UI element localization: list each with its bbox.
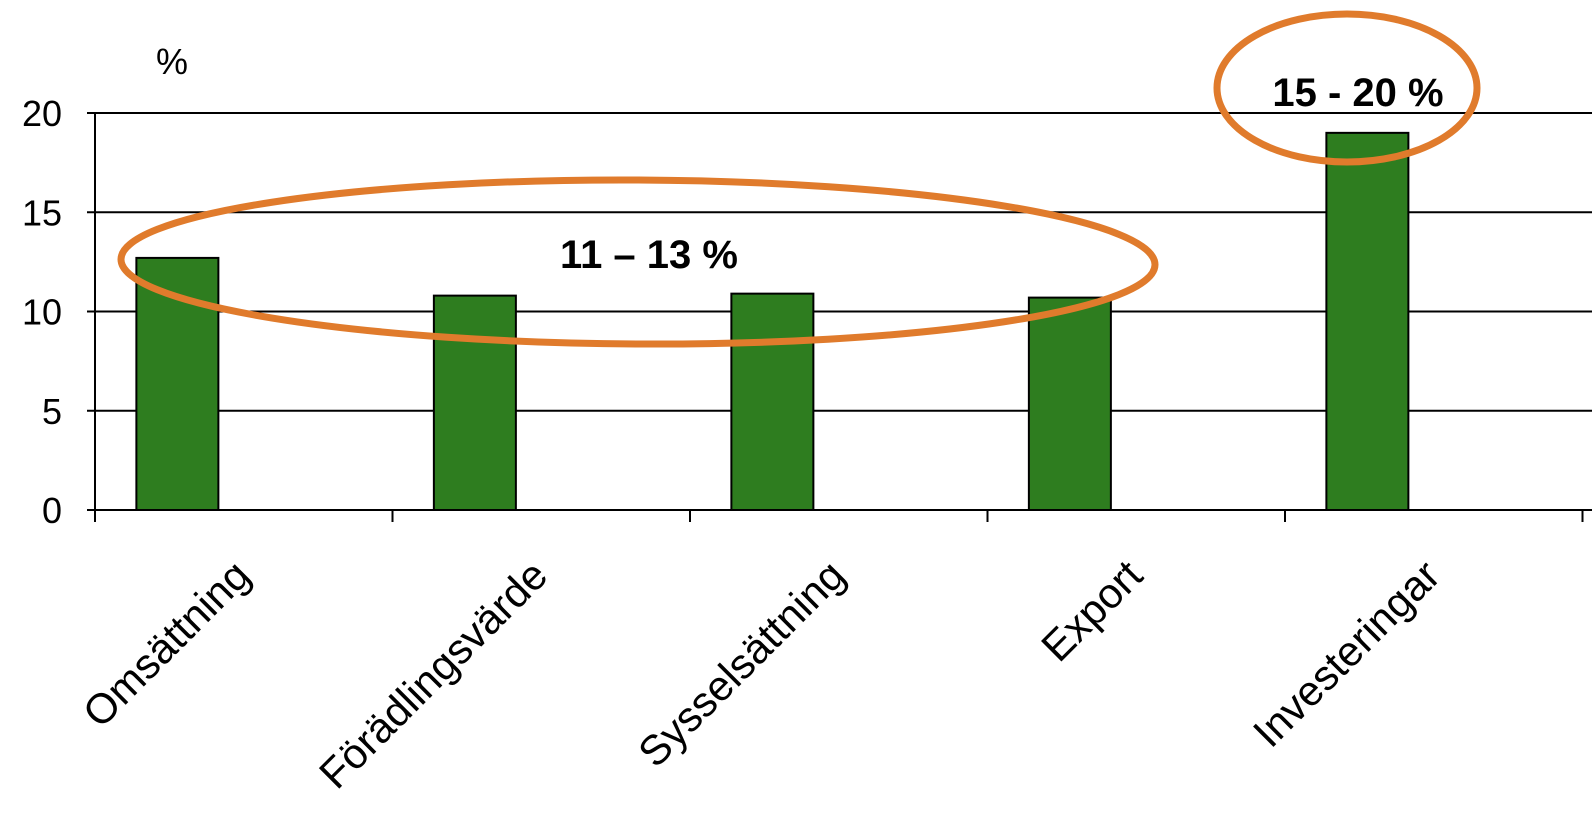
bars	[135, 131, 1410, 512]
y-tick-label: 0	[42, 490, 62, 531]
axes	[94, 113, 1592, 522]
x-category-label: Sysselsättning	[629, 551, 854, 776]
y-tick-label: 20	[22, 93, 62, 134]
x-category-label: Omsättning	[74, 551, 259, 736]
annotations: 11 – 13 % 15 - 20 %	[117, 10, 1481, 348]
annotation-label-group: 11 – 13 %	[560, 233, 738, 277]
bar-export	[1027, 296, 1112, 512]
y-tick-label: 10	[22, 292, 62, 333]
y-tick-label: 5	[42, 391, 62, 432]
bar-sysselsättning	[730, 292, 815, 512]
x-category-label: Förädlingsvärde	[310, 551, 556, 797]
annotation-ellipse-investeringar	[1213, 10, 1481, 166]
y-tick-label: 15	[22, 192, 62, 233]
x-category-label: Export	[1032, 551, 1151, 670]
bar-förädlingsvärde	[432, 294, 517, 511]
annotation-label-investeringar: 15 - 20 %	[1272, 71, 1443, 115]
y-axis-ticks: 0 5 10 15 20	[22, 93, 95, 531]
annotation-ellipse-group	[117, 176, 1159, 348]
x-category-label: Investeringar	[1244, 551, 1449, 756]
bar-investeringar	[1325, 131, 1410, 511]
y-axis-unit-label: %	[156, 41, 188, 82]
x-axis-labels: Omsättning Förädlingsvärde Sysselsättning E…	[74, 551, 1449, 797]
